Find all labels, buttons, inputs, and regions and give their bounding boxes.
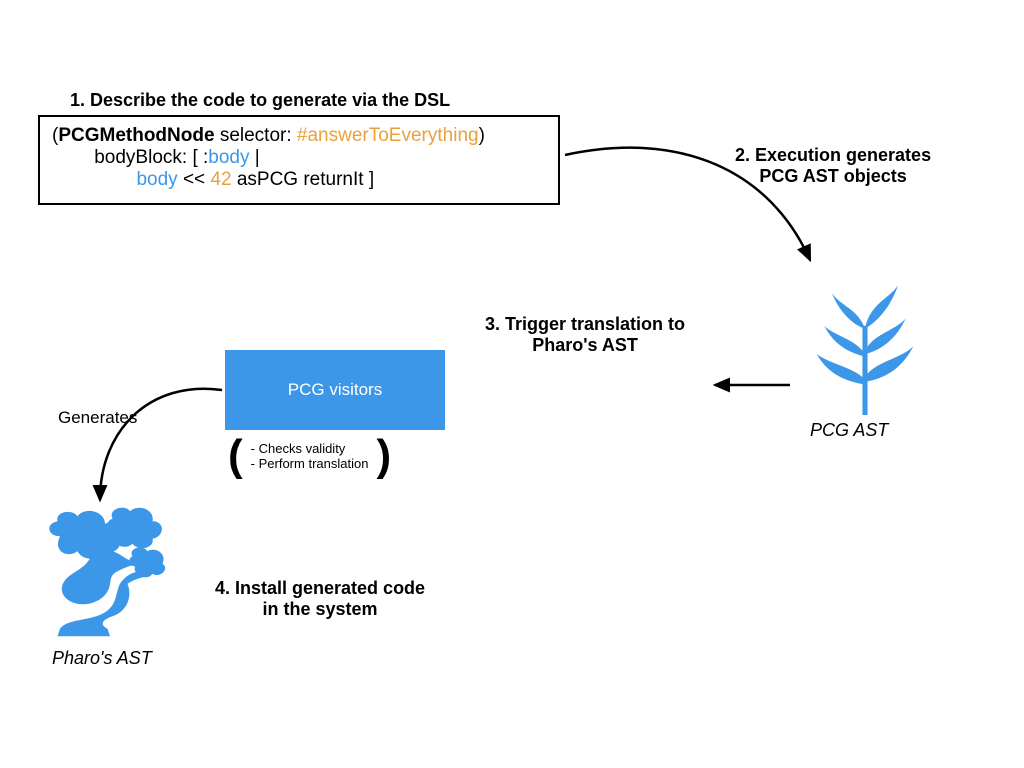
plant-icon [800, 275, 930, 415]
pharo-ast-label: Pharo's AST [52, 648, 152, 669]
dsl-code-box: (PCGMethodNode selector: #answerToEveryt… [38, 115, 560, 205]
step2-line1: 2. Execution generates [735, 145, 931, 166]
step2-line2: PCG AST objects [735, 166, 931, 187]
pcg-ast-label: PCG AST [810, 420, 888, 441]
step3-title: 3. Trigger translation to Pharo's AST [485, 314, 685, 356]
bonsai-icon [35, 500, 185, 640]
step3-line2: Pharo's AST [485, 335, 685, 356]
visitors-label: PCG visitors [288, 380, 382, 400]
generates-label: Generates [58, 408, 137, 428]
code-line-3: body << 42 asPCG returnIt ] [52, 169, 546, 191]
step1-title: 1. Describe the code to generate via the… [70, 90, 450, 111]
step4-title: 4. Install generated code in the system [215, 578, 425, 620]
step4-line1: 4. Install generated code [215, 578, 425, 599]
step3-line1: 3. Trigger translation to [485, 314, 685, 335]
step2-title: 2. Execution generates PCG AST objects [735, 145, 931, 187]
paren-close-icon: ) [376, 434, 391, 478]
visitors-details: ( Checks validityPerform translation ) [228, 434, 391, 478]
step4-line2: in the system [215, 599, 425, 620]
visitors-bullets: Checks validityPerform translation [243, 441, 377, 471]
pcg-visitors-box: PCG visitors [225, 350, 445, 430]
code-line-2: bodyBlock: [ :body | [52, 147, 546, 169]
arrow-generates [100, 389, 222, 500]
paren-open-icon: ( [228, 434, 243, 478]
code-line-1: (PCGMethodNode selector: #answerToEveryt… [52, 125, 546, 147]
